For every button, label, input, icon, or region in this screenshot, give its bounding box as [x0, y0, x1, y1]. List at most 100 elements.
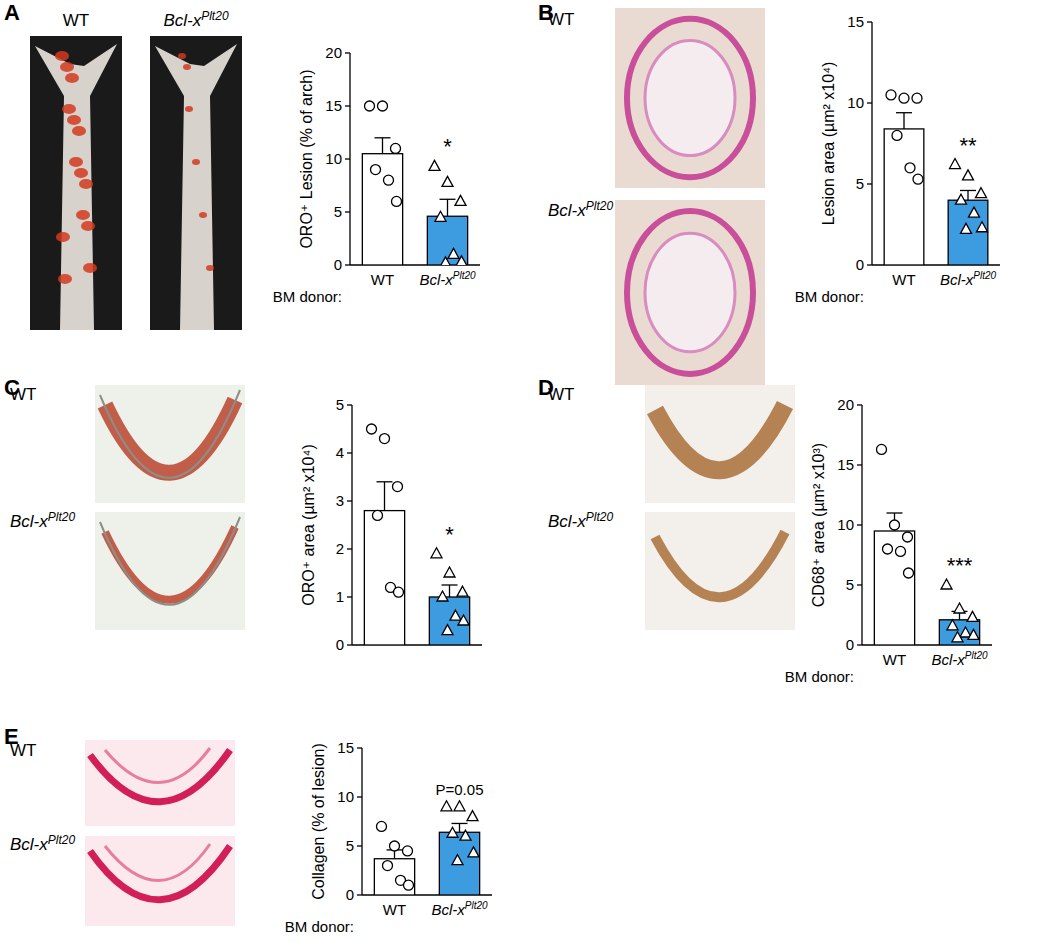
y-tick — [357, 845, 362, 846]
bar — [427, 216, 467, 265]
plot-area — [362, 101, 467, 265]
data-point — [441, 801, 452, 811]
y-tick — [357, 894, 362, 895]
y-tick-label: 5 — [846, 576, 854, 593]
data-point — [371, 165, 381, 175]
data-point — [977, 222, 988, 232]
data-point — [367, 424, 377, 434]
panel: AWTBcl-xPlt2005101520ORO⁺ Lesion (% of a… — [4, 0, 480, 330]
y-tick-label: 4 — [336, 444, 344, 461]
image-label: WT — [63, 11, 89, 30]
image-label: Bcl-xPlt20 — [10, 833, 75, 854]
data-point — [404, 880, 414, 890]
y-tick-label: 5 — [346, 837, 354, 854]
x-tick-label: WT — [371, 271, 394, 288]
y-tick — [857, 524, 862, 525]
x-tick-label: WT — [892, 271, 915, 288]
data-point — [960, 627, 971, 637]
y-axis-label: CD68⁺ area (µm² x10³) — [810, 443, 827, 607]
data-point — [941, 579, 952, 589]
x-tick-label: Bcl-xPlt20 — [419, 270, 476, 288]
micrograph — [645, 512, 795, 630]
y-tick — [867, 264, 872, 265]
micrograph — [85, 740, 235, 826]
plot-area — [364, 424, 469, 645]
y-tick-label: 0 — [336, 636, 344, 653]
y-tick-label: 0 — [346, 886, 354, 903]
data-point — [952, 632, 963, 642]
y-tick — [857, 584, 862, 585]
x-axis-label: BM donor: — [273, 288, 342, 305]
y-tick — [345, 211, 350, 212]
y-tick — [357, 747, 362, 748]
error-bar — [377, 482, 393, 511]
y-tick-label: 5 — [336, 396, 344, 413]
y-tick-label: 1 — [336, 588, 344, 605]
data-point — [393, 482, 403, 492]
data-point — [391, 143, 401, 153]
data-point — [896, 546, 906, 556]
data-point — [886, 90, 896, 100]
significance: * — [445, 522, 454, 547]
image-label: WT — [548, 10, 574, 29]
image-label: Bcl-xPlt20 — [548, 199, 613, 220]
data-point — [442, 625, 453, 635]
data-point — [435, 211, 446, 221]
data-point — [890, 520, 900, 530]
panel: CWTBcl-xPlt20012345ORO⁺ area (µm² x10⁴)* — [4, 375, 482, 653]
data-point — [431, 548, 442, 558]
significance: * — [443, 134, 452, 159]
x-axis-label: BM donor: — [285, 918, 354, 935]
y-tick-label: 0 — [334, 256, 342, 273]
image-label: Bcl-xPlt20 — [163, 9, 228, 30]
y-tick-label: 3 — [336, 492, 344, 509]
data-point — [954, 603, 965, 613]
data-point — [892, 130, 902, 140]
image-label: Bcl-xPlt20 — [548, 510, 613, 531]
data-point — [968, 629, 979, 639]
x-axis-label: BM donor: — [795, 288, 864, 305]
y-tick-label: 5 — [856, 175, 864, 192]
data-point — [950, 159, 961, 169]
data-point — [403, 846, 413, 856]
data-point — [458, 615, 469, 625]
y-tick — [857, 464, 862, 465]
error-bar — [887, 513, 903, 531]
data-point — [467, 811, 478, 821]
data-point — [447, 827, 458, 837]
plot-area — [374, 801, 479, 895]
y-tick — [347, 644, 352, 645]
image-label: WT — [10, 741, 36, 760]
y-tick-label: 15 — [337, 739, 354, 756]
data-point — [377, 821, 387, 831]
bar — [374, 859, 414, 895]
bar — [364, 511, 404, 645]
y-axis-label: Collagen (% of lesion) — [310, 743, 327, 900]
data-point — [378, 101, 388, 111]
data-point — [365, 101, 375, 111]
data-point — [456, 256, 467, 265]
data-point — [442, 176, 453, 186]
plot-area — [884, 90, 988, 265]
data-point — [390, 841, 400, 851]
y-tick — [347, 452, 352, 453]
data-point — [899, 93, 909, 103]
x-tick-label: Bcl-xPlt20 — [431, 900, 488, 918]
y-tick-label: 10 — [837, 516, 854, 533]
bar — [429, 597, 469, 645]
y-tick-label: 10 — [337, 788, 354, 805]
y-tick-label: 0 — [856, 256, 864, 273]
y-axis — [871, 22, 872, 265]
x-tick-label: Bcl-xPlt20 — [931, 650, 988, 668]
panel: EWTBcl-xPlt20051015Collagen (% of lesion… — [4, 724, 492, 935]
data-point — [904, 568, 914, 578]
bar — [939, 620, 979, 645]
y-tick-label: 15 — [837, 456, 854, 473]
y-tick — [347, 548, 352, 549]
y-tick — [345, 52, 350, 53]
data-point — [877, 444, 887, 454]
bar — [884, 129, 924, 265]
y-tick — [347, 596, 352, 597]
y-tick — [867, 21, 872, 22]
y-tick — [345, 264, 350, 265]
